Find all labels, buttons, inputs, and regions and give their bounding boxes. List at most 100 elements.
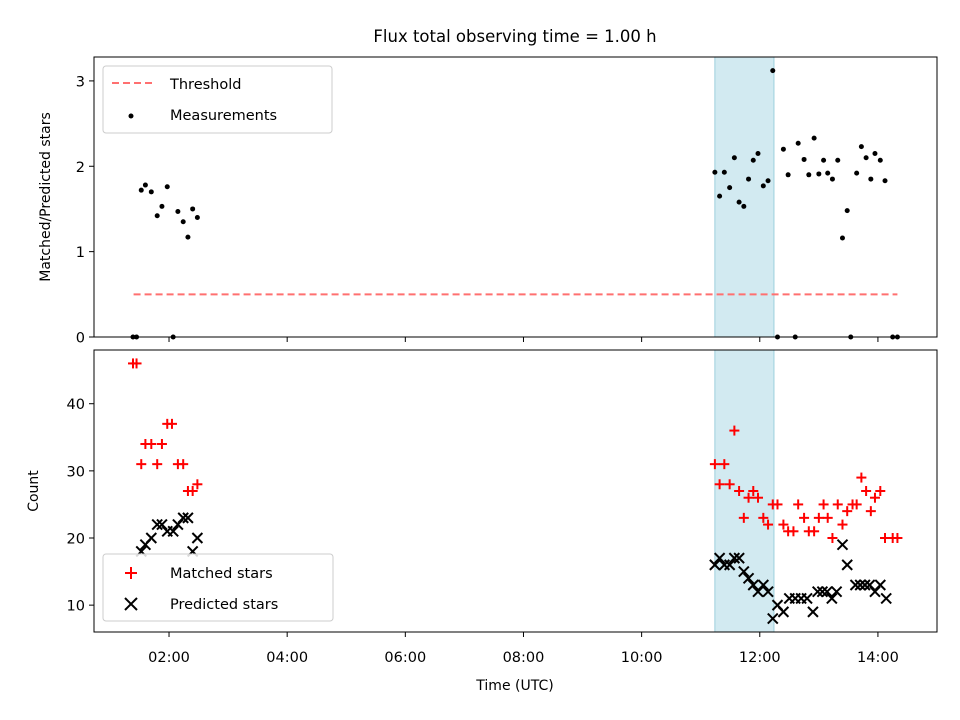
- measurement-point: [736, 199, 742, 205]
- predicted-star-point-b: [191, 532, 204, 544]
- measurement-point: [770, 68, 776, 74]
- x-tick-label: 06:00: [384, 650, 426, 666]
- measurement-point: [142, 182, 148, 188]
- matched-star-point: [875, 486, 886, 496]
- measurement-point: [750, 157, 756, 163]
- y-tick-label-10: 10: [67, 599, 85, 615]
- matched-star-point: [131, 358, 142, 369]
- count-y-axis-label: Count: [26, 470, 42, 512]
- predicted-star-point: [874, 579, 886, 591]
- measurement-point: [858, 144, 864, 150]
- measurement-point: [755, 150, 761, 156]
- predicted-star-point-b: [728, 552, 741, 564]
- x-tick-label: 14:00: [857, 650, 899, 666]
- measurement-point: [868, 176, 874, 182]
- matched-star-point: [734, 486, 745, 496]
- y-tick-label-2: 2: [76, 160, 85, 176]
- predicted-star-point-b: [167, 525, 179, 537]
- measurement-point: [765, 178, 771, 184]
- ratio-legend-box: [102, 65, 333, 134]
- measurement-point: [839, 235, 845, 241]
- matched-star-point: [714, 479, 725, 490]
- matched-star-point: [832, 499, 843, 510]
- ratio-y-axis-label: Matched/Predicted stars: [38, 112, 54, 282]
- measurement-point: [863, 155, 869, 161]
- measurement-point: [816, 171, 822, 177]
- predicted-star-point-b: [709, 559, 721, 571]
- matched-star-point: [743, 492, 754, 503]
- measurement-point: [148, 189, 154, 195]
- matched-star-point: [793, 499, 804, 510]
- predicted-legend-swatch: [124, 597, 138, 611]
- measurements-legend-label: Measurements: [170, 108, 277, 124]
- matched-star-point: [146, 439, 157, 449]
- predicted-star-point: [816, 586, 829, 598]
- predicted-star-point-b: [151, 518, 163, 531]
- matched-star-point: [818, 499, 829, 510]
- predicted-star-point-b: [880, 592, 892, 605]
- predicted-star-point: [801, 592, 813, 605]
- predicted-star-point: [841, 559, 853, 571]
- threshold-legend-label: Threshold: [169, 77, 241, 93]
- predicted-star-point-b: [182, 512, 194, 524]
- predicted-star-point: [723, 559, 736, 571]
- predicted-star-point: [151, 518, 163, 531]
- ratio-panel-ticks: 0 1 2 3: [76, 74, 879, 347]
- predicted-star-point-b: [807, 606, 819, 618]
- predicted-star-point: [859, 579, 871, 591]
- predicted-star-point-b: [836, 539, 849, 551]
- matched-star-point: [758, 512, 769, 523]
- matched-star-point: [822, 512, 833, 523]
- count-legend: Matched stars Predicted stars: [102, 553, 334, 622]
- predicted-star-point-b: [713, 552, 726, 564]
- measurement-point: [194, 214, 200, 220]
- predicted-star-point: [177, 512, 189, 524]
- predicted-star-point-b: [177, 512, 189, 524]
- predicted-star-point: [811, 586, 824, 598]
- predicted-star-point: [742, 572, 755, 584]
- x-tick-label: 04:00: [266, 650, 308, 666]
- predicted-star-point-b: [723, 559, 736, 571]
- predicted-star-point: [880, 592, 892, 605]
- y-tick-label-40: 40: [67, 397, 85, 413]
- count-panel-frame: [93, 349, 938, 633]
- predicted-star-point: [747, 579, 759, 591]
- matched-star-point: [892, 533, 903, 543]
- x-tick-label: 12:00: [739, 650, 781, 666]
- matched-star-point: [738, 512, 749, 523]
- x-axis-label: Time (UTC): [475, 678, 553, 694]
- measurement-point: [785, 172, 791, 178]
- predicted-legend-label: Predicted stars: [170, 597, 278, 613]
- matched-star-point: [166, 418, 177, 429]
- matched-star-point: [709, 459, 720, 470]
- matched-star-point: [748, 486, 759, 496]
- measurement-point: [721, 169, 727, 175]
- count-legend-box: [102, 553, 334, 622]
- predicted-star-point: [167, 525, 179, 537]
- measurement-point: [877, 157, 883, 163]
- matched-star-point: [861, 486, 872, 496]
- predicted-star-point-b: [762, 586, 774, 598]
- predicted-star-point-b: [156, 518, 168, 531]
- count-panel: 10 20 30 40 Count 02:00 04:00 06:00 08:00 10:00…: [26, 349, 938, 694]
- x-tick-label: 10:00: [621, 650, 663, 666]
- predicted-star-point: [191, 532, 204, 544]
- predicted-star-point-b: [849, 579, 862, 591]
- measurement-point: [180, 219, 186, 225]
- predicted-star-point: [733, 552, 745, 564]
- matched-stars-series: [127, 358, 903, 543]
- measurement-point: [882, 178, 888, 184]
- matched-star-point: [865, 506, 876, 517]
- predicted-star-point-b: [738, 565, 750, 578]
- matched-star-point: [778, 519, 789, 530]
- ratio-legend: Threshold Measurements: [102, 65, 333, 134]
- measurement-point: [731, 155, 737, 161]
- predicted-star-point: [836, 539, 849, 551]
- measurement-point: [185, 234, 191, 240]
- predicted-star-point: [777, 606, 790, 618]
- predicted-star-point: [728, 552, 741, 564]
- x-tick-label: 02:00: [148, 650, 190, 666]
- measurement-point: [159, 203, 165, 209]
- count-panel-ticks: 10 20 30 40: [67, 397, 879, 637]
- matched-star-point: [136, 459, 147, 470]
